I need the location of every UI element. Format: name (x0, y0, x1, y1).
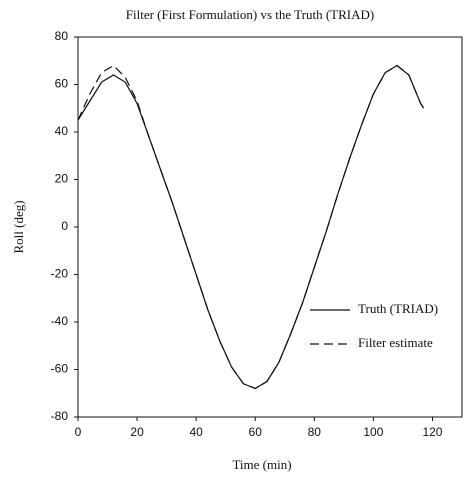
x-tick-label: 120 (422, 425, 442, 439)
x-axis-label: Time (min) (232, 457, 291, 472)
y-tick-label: 0 (61, 219, 68, 233)
legend-label: Truth (TRIAD) (358, 301, 438, 316)
x-tick-label: 100 (363, 425, 383, 439)
x-tick-label: 0 (75, 425, 82, 439)
plot-frame (77, 36, 463, 418)
y-tick-label: -80 (51, 409, 69, 423)
x-tick-label: 20 (130, 425, 144, 439)
y-tick-label: -20 (51, 267, 69, 281)
y-tick-label: 60 (55, 77, 69, 91)
y-tick-label: -40 (51, 314, 69, 328)
y-tick-label: 40 (55, 124, 69, 138)
chart-title: Filter (First Formulation) vs the Truth … (126, 7, 374, 22)
y-tick-label: -60 (51, 362, 69, 376)
legend-label: Filter estimate (358, 335, 433, 350)
y-tick-label: 80 (55, 29, 69, 43)
x-tick-label: 40 (189, 425, 203, 439)
series-line (77, 64, 425, 390)
x-tick-label: 80 (308, 425, 322, 439)
y-tick-label: 20 (55, 172, 69, 186)
x-tick-label: 60 (249, 425, 263, 439)
y-axis-label: Roll (deg) (11, 200, 26, 253)
